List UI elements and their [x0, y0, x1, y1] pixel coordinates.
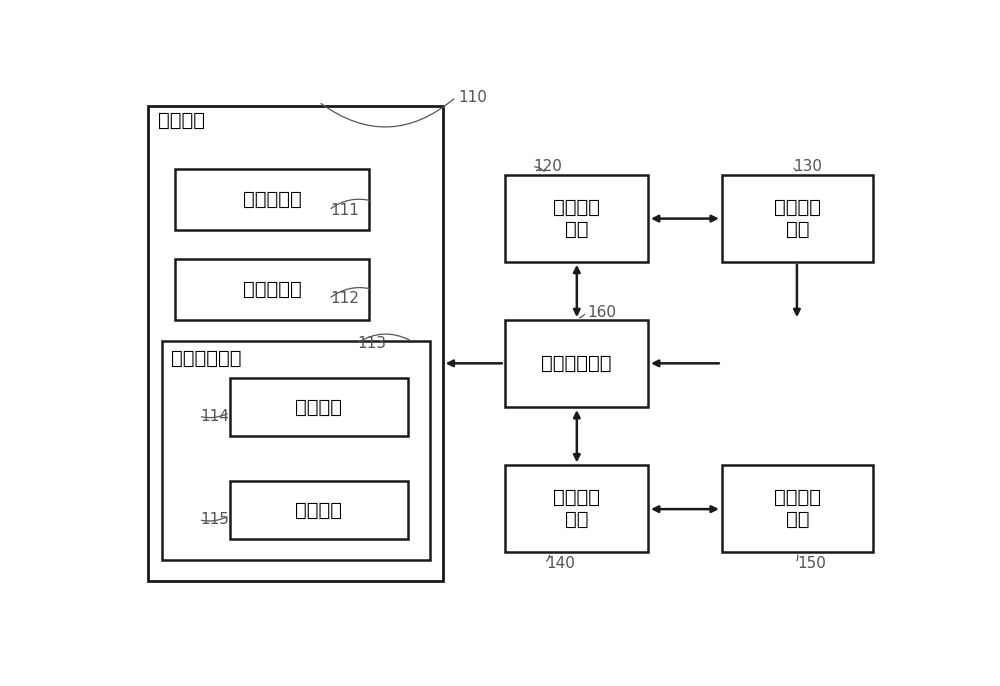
Bar	[505, 465, 648, 552]
Text: 112: 112	[330, 292, 359, 307]
Text: 内部玻璃片: 内部玻璃片	[243, 280, 302, 299]
Text: 外部玻璃片: 外部玻璃片	[243, 190, 302, 209]
Text: 熄火感测
单元: 熄火感测 单元	[553, 488, 600, 530]
Bar	[722, 175, 873, 262]
Text: 杀菌光源: 杀菌光源	[295, 501, 342, 520]
Bar	[230, 481, 408, 539]
Text: 启动感测
单元: 启动感测 单元	[553, 198, 600, 239]
Text: 警示光源: 警示光源	[295, 398, 342, 416]
Text: 160: 160	[588, 305, 617, 320]
Bar	[175, 169, 369, 230]
Text: 115: 115	[200, 512, 229, 527]
Bar	[148, 106, 443, 582]
Bar	[162, 341, 430, 560]
Text: 110: 110	[458, 90, 487, 104]
Text: 撞击感测
单元: 撞击感测 单元	[774, 198, 821, 239]
Bar	[505, 175, 648, 262]
Bar	[722, 465, 873, 552]
Bar	[505, 320, 648, 407]
Text: 车窗本体: 车窗本体	[158, 111, 205, 130]
Bar	[230, 378, 408, 436]
Text: 人体感测
单元: 人体感测 单元	[774, 488, 821, 530]
Text: 150: 150	[797, 556, 826, 571]
Text: 光学元件模块: 光学元件模块	[172, 349, 242, 368]
Text: 140: 140	[546, 556, 575, 571]
Bar	[175, 259, 369, 320]
Text: 120: 120	[533, 159, 562, 174]
Text: 130: 130	[793, 159, 822, 174]
Text: 114: 114	[200, 409, 229, 424]
Text: 微处理器单元: 微处理器单元	[541, 354, 612, 373]
Text: 113: 113	[358, 336, 386, 351]
Text: 111: 111	[330, 202, 359, 217]
